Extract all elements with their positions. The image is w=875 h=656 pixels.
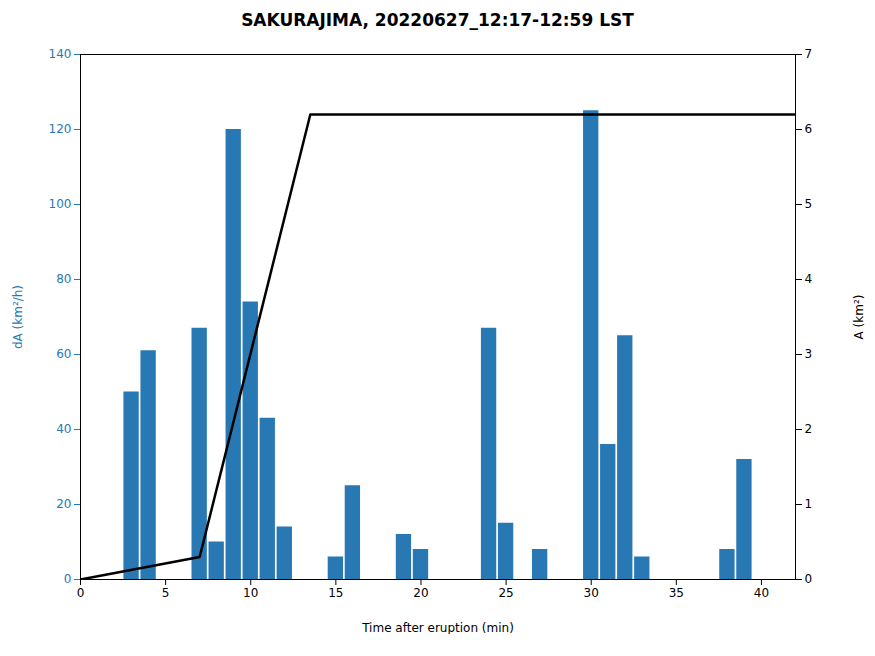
svg-text:2: 2 <box>805 422 813 436</box>
svg-text:25: 25 <box>498 586 513 600</box>
svg-text:4: 4 <box>805 272 813 286</box>
svg-text:120: 120 <box>49 122 72 136</box>
svg-text:80: 80 <box>56 272 71 286</box>
html-text:SAKURAJIMA, 20220627_12:17-12:: SAKURAJIMA, 20220627_12:17-12:59 LST <box>241 10 634 30</box>
svg-text:6: 6 <box>805 122 813 136</box>
svg-text:dA (km²/h): dA (km²/h) <box>11 285 25 349</box>
svg-text:3: 3 <box>805 347 813 361</box>
svg-text:100: 100 <box>49 197 72 211</box>
svg-text:15: 15 <box>328 586 343 600</box>
svg-text:Time after eruption (min): Time after eruption (min) <box>361 621 514 635</box>
svg-text:140: 140 <box>49 47 72 61</box>
svg-text:0: 0 <box>64 572 72 586</box>
svg-text:40: 40 <box>754 586 769 600</box>
svg-text:60: 60 <box>56 347 71 361</box>
svg-text:1: 1 <box>805 497 813 511</box>
svg-text:40: 40 <box>56 422 71 436</box>
svg-text:A (km²): A (km²) <box>852 295 866 340</box>
svg-text:10: 10 <box>243 586 258 600</box>
svg-text:5: 5 <box>162 586 170 600</box>
svg-text:35: 35 <box>669 586 684 600</box>
svg-text:30: 30 <box>584 586 599 600</box>
svg-text:20: 20 <box>413 586 428 600</box>
svg-text:5: 5 <box>805 197 813 211</box>
svg-text:0: 0 <box>805 572 813 586</box>
svg-text:20: 20 <box>56 497 71 511</box>
svg-text:7: 7 <box>805 47 813 61</box>
svg-text:0: 0 <box>77 586 85 600</box>
